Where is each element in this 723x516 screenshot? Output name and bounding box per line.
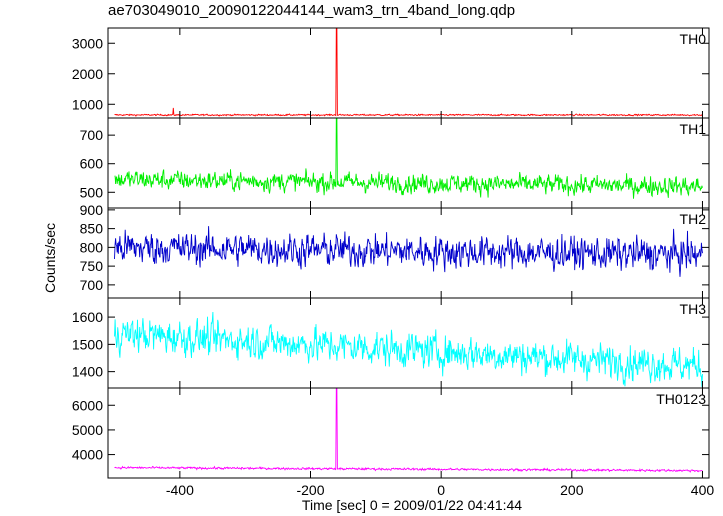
y-tick-label: 6000 [72,397,103,413]
y-tick-label: 850 [80,221,104,237]
y-tick-label: 700 [80,127,104,143]
x-tick-label: -400 [166,482,194,498]
y-tick-label: 2000 [72,66,103,82]
y-tick-label: 750 [80,258,104,274]
panel-label-th2: TH2 [680,211,707,227]
x-tick-label: 200 [560,482,584,498]
series-line-th0 [114,27,703,117]
y-tick-label: 1600 [72,309,103,325]
x-tick-label: 0 [437,482,445,498]
panel-frame-th1 [107,117,710,209]
panel-frame-th0 [107,27,710,119]
y-tick-label: 4000 [72,447,103,463]
y-tick-label: 1500 [72,336,103,352]
series-line-th3 [114,311,703,387]
y-tick-label: 800 [80,239,104,255]
series-line-th1 [114,117,703,199]
y-tick-label: 900 [80,202,104,218]
x-tick-label: 400 [691,482,715,498]
panel-label-th0: TH0 [680,31,707,47]
y-tick-label: 500 [80,184,104,200]
y-tick-label: 1400 [72,364,103,380]
chart-title: ae703049010_20090122044144_wam3_trn_4ban… [108,2,516,19]
panel-frame-th0123 [107,387,710,479]
panel-label-th3: TH3 [680,301,707,317]
y-tick-label: 3000 [72,35,103,51]
y-tick-label: 600 [80,156,104,172]
x-axis-label: Time [sec] 0 = 2009/01/22 04:41:44 [301,497,523,513]
panel-label-th1: TH1 [680,121,707,137]
series-line-th2 [114,226,703,277]
y-tick-label: 700 [80,277,104,293]
y-tick-label: 5000 [72,422,103,438]
panel-label-th0123: TH0123 [656,391,706,407]
x-tick-label: -200 [296,482,324,498]
series-line-th0123 [114,387,703,473]
y-tick-label: 1000 [72,96,103,112]
